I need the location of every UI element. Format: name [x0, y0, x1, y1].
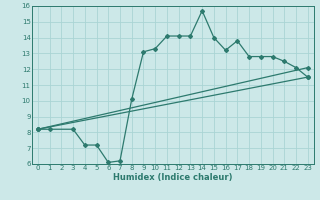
X-axis label: Humidex (Indice chaleur): Humidex (Indice chaleur) — [113, 173, 233, 182]
